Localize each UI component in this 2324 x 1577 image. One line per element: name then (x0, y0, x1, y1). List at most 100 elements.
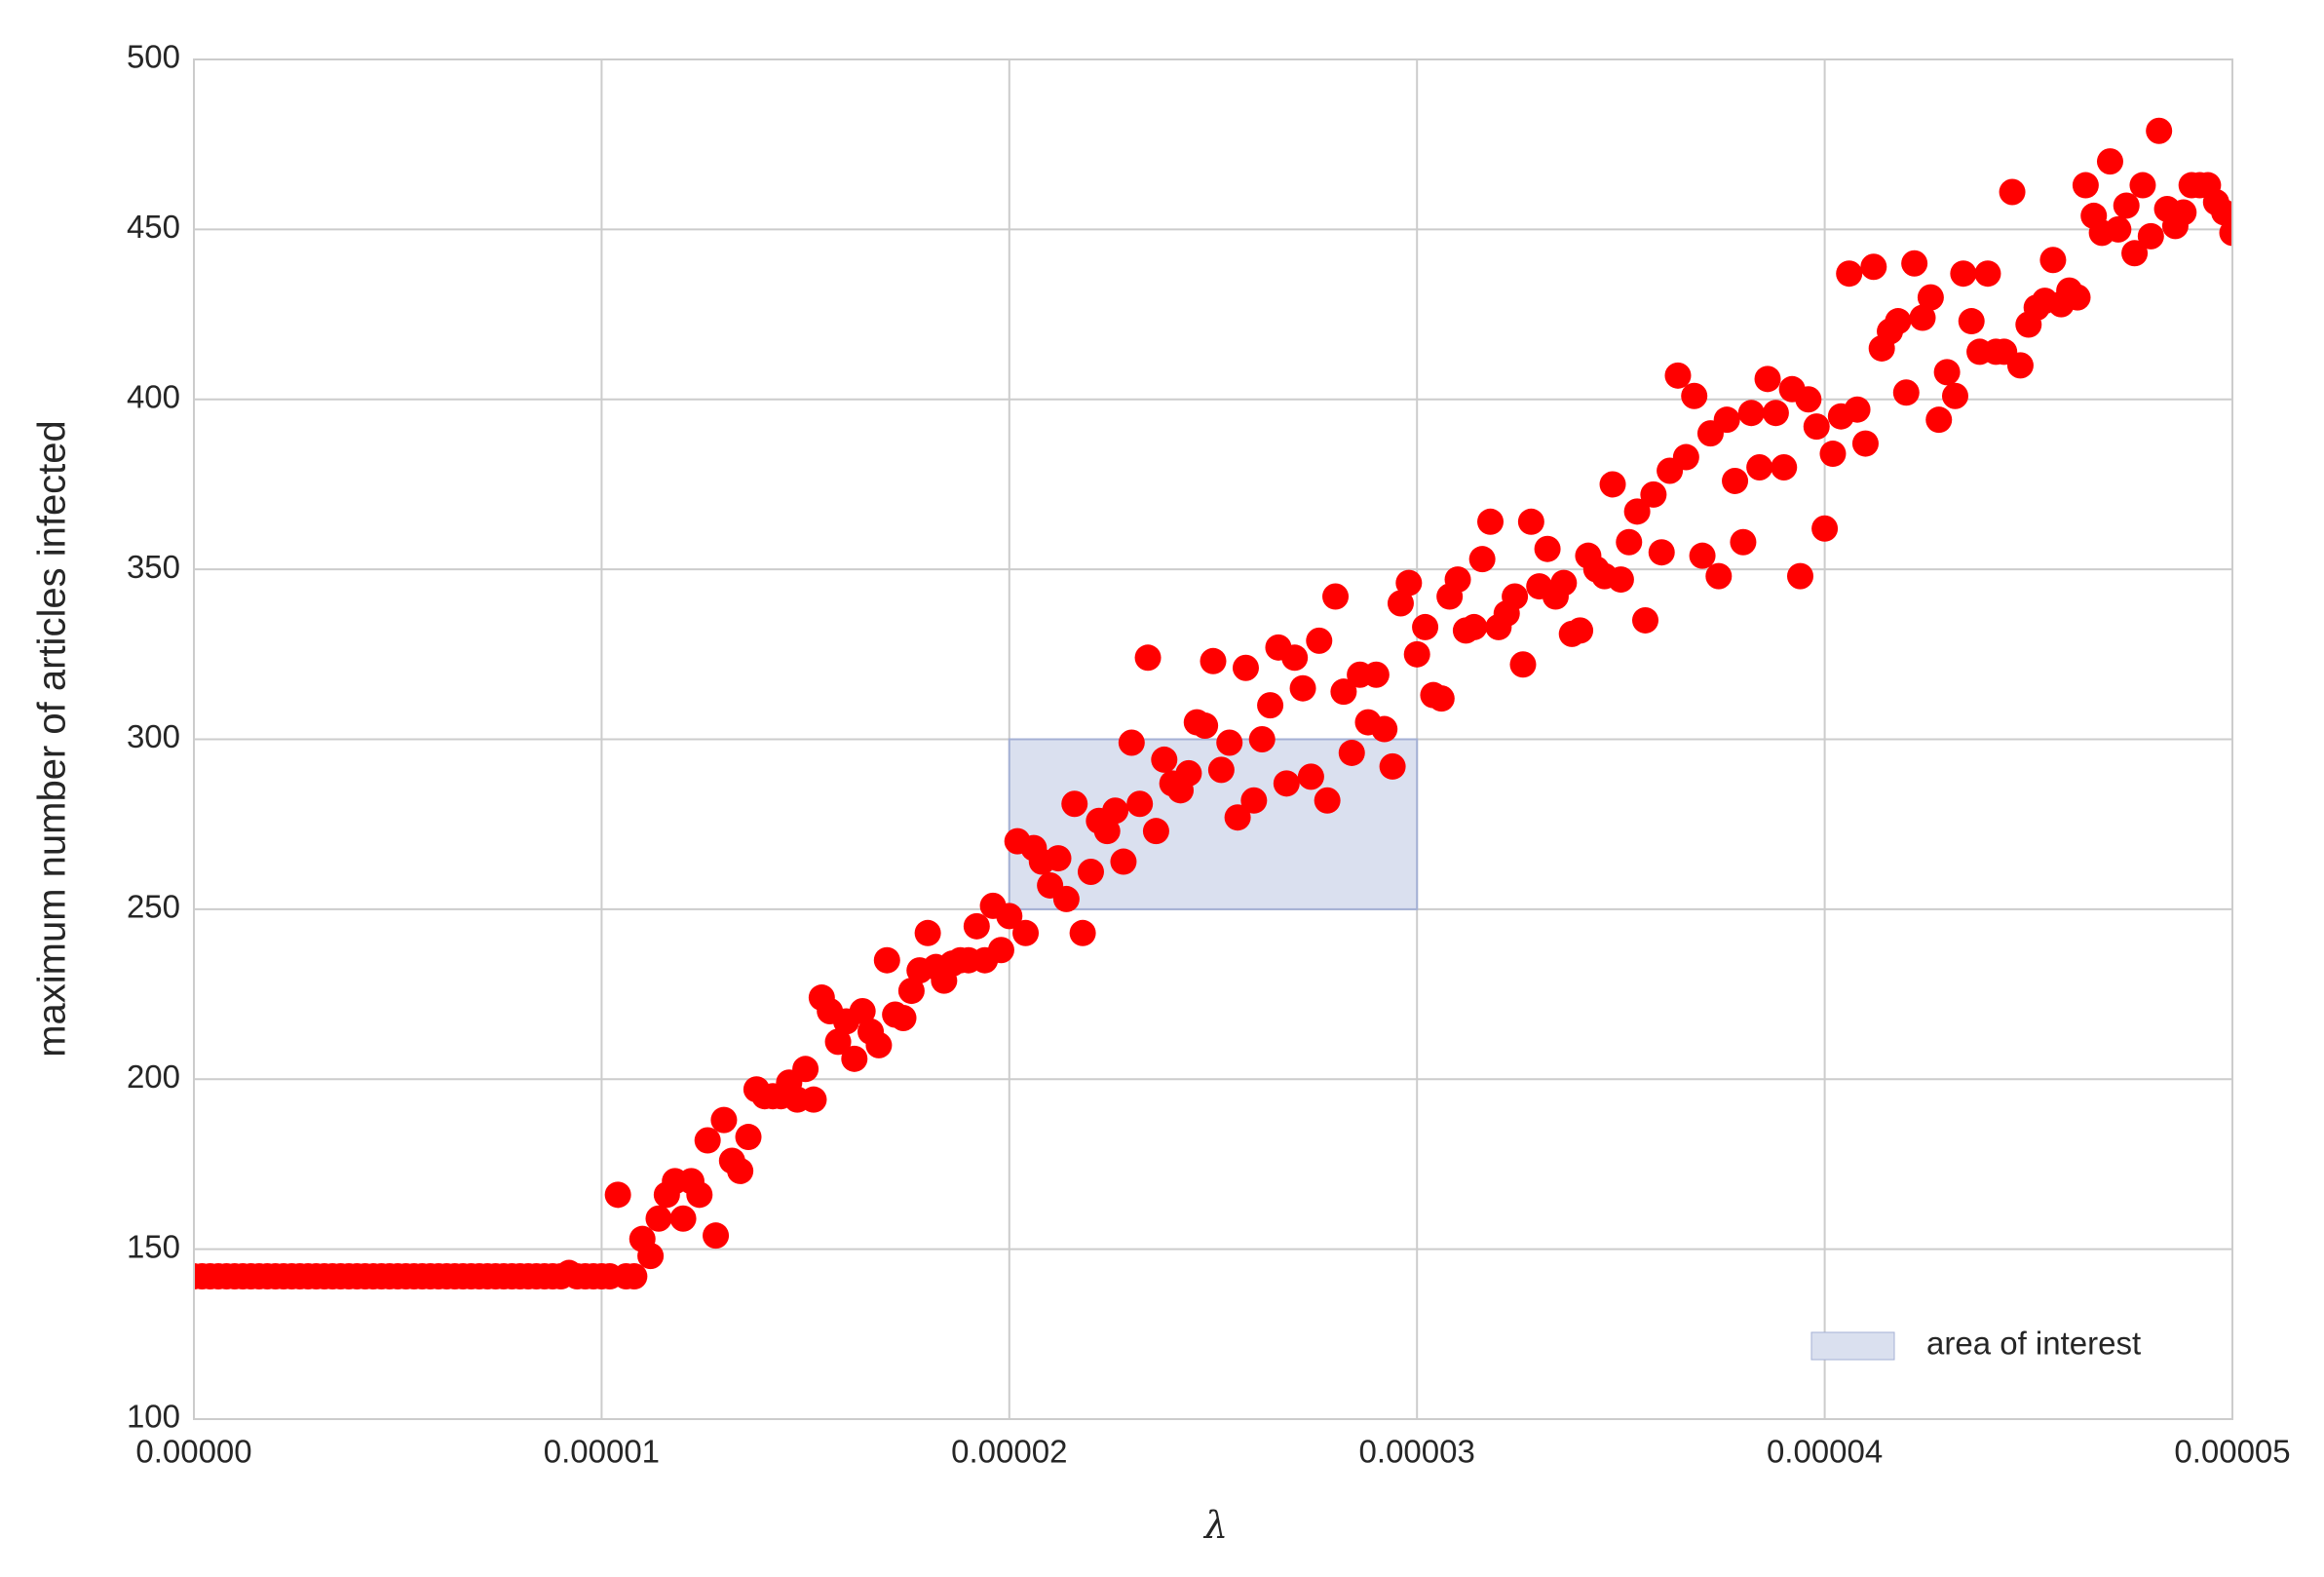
scatter-point (727, 1157, 754, 1184)
scatter-point (1730, 528, 1757, 556)
scatter-point (1925, 406, 1953, 434)
scatter-point (1371, 715, 1398, 743)
scatter-point (1322, 583, 1350, 610)
scatter-point (2170, 199, 2197, 226)
scatter-point (1052, 885, 1080, 912)
scatter-point (1885, 308, 1912, 335)
y-tick-label: 200 (127, 1058, 180, 1095)
scatter-point (1917, 284, 1944, 311)
scatter-point (1909, 304, 1936, 331)
y-tick-label: 250 (127, 889, 180, 925)
scatter-point (1110, 848, 1137, 875)
scatter-point (1461, 613, 1488, 640)
scatter-point (1901, 250, 1928, 277)
scatter-point (1297, 763, 1324, 790)
scatter-point (1012, 919, 1040, 946)
scatter-point (1509, 651, 1537, 678)
scatter-point (2072, 172, 2099, 199)
scatter-point (645, 1205, 672, 1232)
plot-frame (193, 58, 2233, 1420)
scatter-point (1444, 566, 1471, 594)
scatter-point (963, 912, 990, 940)
scatter-point (873, 946, 900, 974)
scatter-point (1134, 644, 1162, 672)
scatter-point (1958, 308, 1985, 335)
scatter-point (2146, 117, 2173, 144)
scatter-point (1648, 539, 1675, 566)
scatter-point (1045, 845, 1072, 872)
scatter-point (1892, 379, 1920, 406)
x-axis-label: λ (1202, 1504, 1228, 1547)
scatter-point (1836, 260, 1863, 288)
scatter-point (824, 1028, 852, 1056)
scatter-point (735, 1124, 762, 1151)
scatter-point (1754, 365, 1781, 393)
scatter-point (1412, 613, 1439, 640)
scatter-point (865, 1031, 893, 1058)
scatter-point (1468, 546, 1496, 573)
scatter-point (1737, 400, 1765, 427)
scatter-point (1762, 400, 1789, 427)
scatter-point (694, 1127, 721, 1154)
scatter-point (1387, 590, 1414, 617)
legend-swatch (1810, 1331, 1895, 1361)
x-tick-label: 0.00005 (2174, 1434, 2290, 1470)
scatter-point (621, 1263, 648, 1290)
scatter-point (1999, 178, 2026, 206)
y-tick-label: 400 (127, 378, 180, 414)
scatter-point (1567, 617, 1594, 644)
scatter-point (849, 998, 876, 1024)
scatter-point (2129, 172, 2156, 199)
scatter-point (1379, 752, 1406, 780)
scatter-point (2039, 247, 2067, 274)
scatter-point (1314, 787, 1341, 814)
scatter-point (1517, 508, 1544, 535)
scatter-point (1142, 818, 1169, 845)
scatter-point (841, 1045, 868, 1072)
scatter-point (1061, 790, 1088, 818)
scatter-point (1632, 606, 1659, 634)
plot-area (194, 117, 2232, 1290)
scatter-point (1273, 770, 1300, 797)
x-tick-label: 0.00001 (544, 1434, 660, 1470)
scatter-point (710, 1106, 738, 1134)
scatter-point (1289, 674, 1316, 702)
scatter-point (800, 1086, 827, 1113)
scatter-point (1126, 790, 1154, 818)
scatter-point (890, 1004, 917, 1031)
scatter-point (1428, 685, 1455, 712)
scatter-point (1771, 454, 1798, 481)
scatter-point (1534, 535, 1561, 562)
scatter-point (1207, 756, 1235, 784)
scatter-point (703, 1222, 730, 1250)
scatter-point (914, 919, 941, 946)
y-tick-label: 150 (127, 1228, 180, 1264)
scatter-point (2096, 148, 2123, 175)
scatter-point (792, 1056, 819, 1083)
scatter-point (2211, 199, 2232, 226)
scatter-point (1623, 498, 1651, 525)
scatter-point (1681, 382, 1708, 409)
scatter-point (1607, 566, 1634, 594)
scatter-point (996, 903, 1023, 930)
scatter-point (1477, 508, 1505, 535)
scatter-point (2105, 215, 2132, 243)
scatter-point (2219, 219, 2232, 247)
scatter-point (1786, 562, 1813, 590)
scatter-point (1240, 787, 1268, 814)
x-tick-label: 0.00003 (1359, 1434, 1475, 1470)
scatter-point (1950, 260, 1977, 288)
scatter-point (1795, 386, 1822, 413)
scatter-point (1362, 661, 1390, 688)
scatter-point (1664, 362, 1692, 389)
scatter-point (1102, 797, 1129, 825)
scatter-point (1705, 562, 1733, 590)
y-tick-label: 350 (127, 549, 180, 585)
scatter-point (1403, 640, 1430, 668)
scatter-point (1330, 678, 1357, 706)
scatter-point (1746, 454, 1773, 481)
scatter-point (1281, 644, 1309, 672)
scatter-point (686, 1181, 713, 1209)
scatter-point (2006, 352, 2034, 379)
